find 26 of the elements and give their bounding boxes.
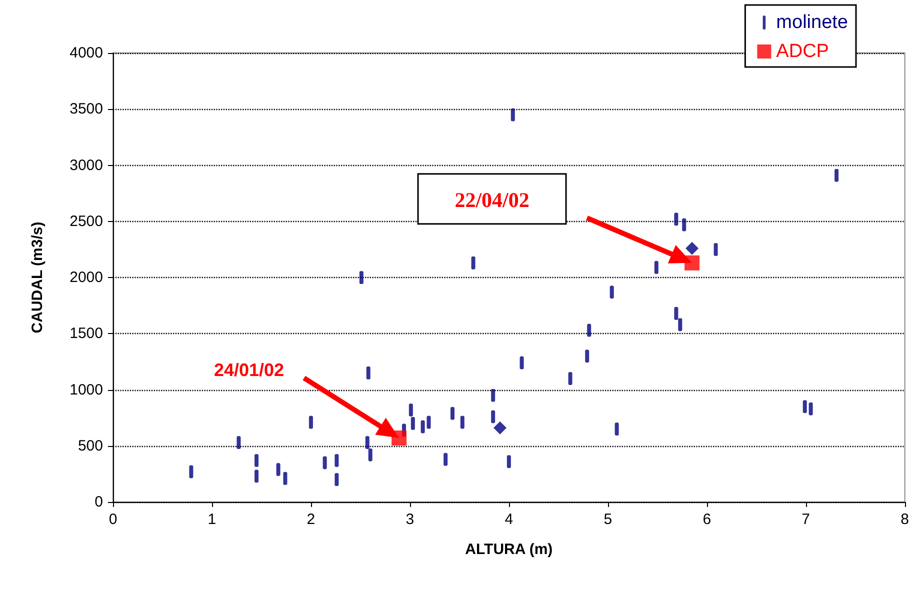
y-axis-title: CAUDAL (m3/s) <box>29 222 46 334</box>
x-tick-label: 0 <box>108 511 118 528</box>
annotation: 24/01/02 <box>214 360 284 380</box>
y-tick-label: 1500 <box>70 325 103 342</box>
legend-label: molinete <box>776 12 848 33</box>
legend-label: ADCP <box>776 41 829 62</box>
x-tick-label: 7 <box>802 511 810 528</box>
point <box>494 421 507 434</box>
annotation: 22/04/02 <box>454 188 530 212</box>
point <box>686 242 699 255</box>
y-tick-label: 4000 <box>70 44 103 62</box>
y-tick-label: 2000 <box>70 269 103 286</box>
x-tick-label: 5 <box>604 511 612 528</box>
y-tick-label: 3000 <box>70 156 103 174</box>
x-tick-label: 1 <box>208 511 216 528</box>
x-axis-title: ALTURA (m) <box>465 541 553 558</box>
y-tick-label: 1000 <box>70 381 103 398</box>
x-tick-label: 4 <box>504 511 514 528</box>
y-tick-label: 3500 <box>70 100 103 118</box>
x-tick-label: 8 <box>900 511 909 528</box>
x-tick-label: 6 <box>702 511 712 528</box>
x-tick-label: 3 <box>406 511 414 528</box>
x-tick-label: 2 <box>306 511 316 528</box>
y-tick-label: 0 <box>94 494 103 510</box>
y-tick-label: 2500 <box>70 212 103 230</box>
y-tick-label: 500 <box>78 437 103 454</box>
